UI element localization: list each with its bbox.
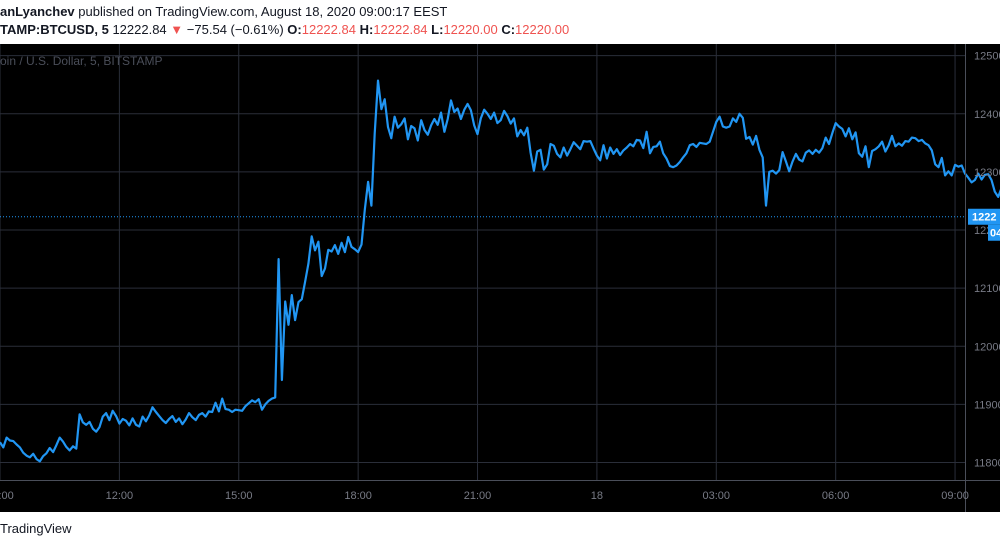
price-tags: 1222 04	[0, 208, 1000, 241]
x-tick-label: 18	[591, 490, 603, 502]
price-axis[interactable]: 1250012400123001220012100120001190011800	[965, 44, 1000, 512]
x-tick-label: 09:00	[941, 490, 969, 502]
author-name[interactable]: anLyanchev	[0, 4, 75, 19]
y-tick-label: 12000	[974, 341, 1000, 353]
x-tick-label: 06:00	[822, 490, 850, 502]
y-tick-label: 11900	[974, 399, 1000, 411]
symbol-watermark: oin / U.S. Dollar, 5, BITSTAMP	[0, 54, 163, 68]
y-tick-label: 12500	[974, 51, 1000, 63]
series-group	[0, 79, 1000, 463]
x-tick-label: 18:00	[344, 490, 372, 502]
tradingview-brand[interactable]: TradingView	[0, 521, 72, 536]
countdown-tag: 04	[990, 228, 1000, 240]
symbol-label: TAMP:BTCUSD, 5	[0, 22, 109, 37]
price-chart[interactable]: oin / U.S. Dollar, 5, BITSTAMP 12500 1240…	[0, 44, 1000, 512]
low-label: L:	[431, 22, 444, 37]
close-value: 12220.00	[515, 22, 570, 37]
price-series-line	[0, 79, 1000, 463]
y-tick-label: 12300	[974, 167, 1000, 179]
publish-info: anLyanchev published on TradingView.com,…	[0, 4, 447, 19]
chart-footer: TradingView	[0, 512, 1000, 547]
price-change: −75.54 (−0.61%)	[186, 22, 284, 37]
chart-header: anLyanchev published on TradingView.com,…	[0, 0, 1000, 44]
x-tick-label: 21:00	[464, 490, 492, 502]
y-tick-label: 12100	[974, 283, 1000, 295]
published-text: published on TradingView.com, August 18,…	[78, 4, 448, 19]
x-tick-label: 09:00	[0, 490, 14, 502]
last-price-tag-bg	[968, 208, 1000, 225]
high-value: 12222.84	[373, 22, 428, 37]
x-tick-label: 12:00	[106, 490, 134, 502]
high-label: H:	[359, 22, 374, 37]
countdown-tag-bg	[988, 224, 1000, 241]
x-tick-label: 15:00	[225, 490, 253, 502]
open-label: O:	[287, 22, 302, 37]
low-value: 12220.00	[443, 22, 498, 37]
open-value: 12222.84	[301, 22, 356, 37]
y-tick-label: 12400	[974, 109, 1000, 121]
last-price-tag: 1222	[972, 212, 996, 224]
symbol-info: TAMP:BTCUSD, 5 12222.84 ▼ −75.54 (−0.61%…	[0, 22, 569, 37]
close-label: C:	[501, 22, 516, 37]
x-tick-label: 03:00	[703, 490, 731, 502]
chart-area[interactable]: oin / U.S. Dollar, 5, BITSTAMP 12500 1240…	[0, 44, 1000, 512]
down-arrow-icon: ▼	[170, 22, 184, 37]
time-axis[interactable]: 09:00 12:00 15:00 18:00 21:00 18 03:00 06:00 09:…	[0, 480, 1000, 503]
last-price: 12222.84	[112, 22, 167, 37]
